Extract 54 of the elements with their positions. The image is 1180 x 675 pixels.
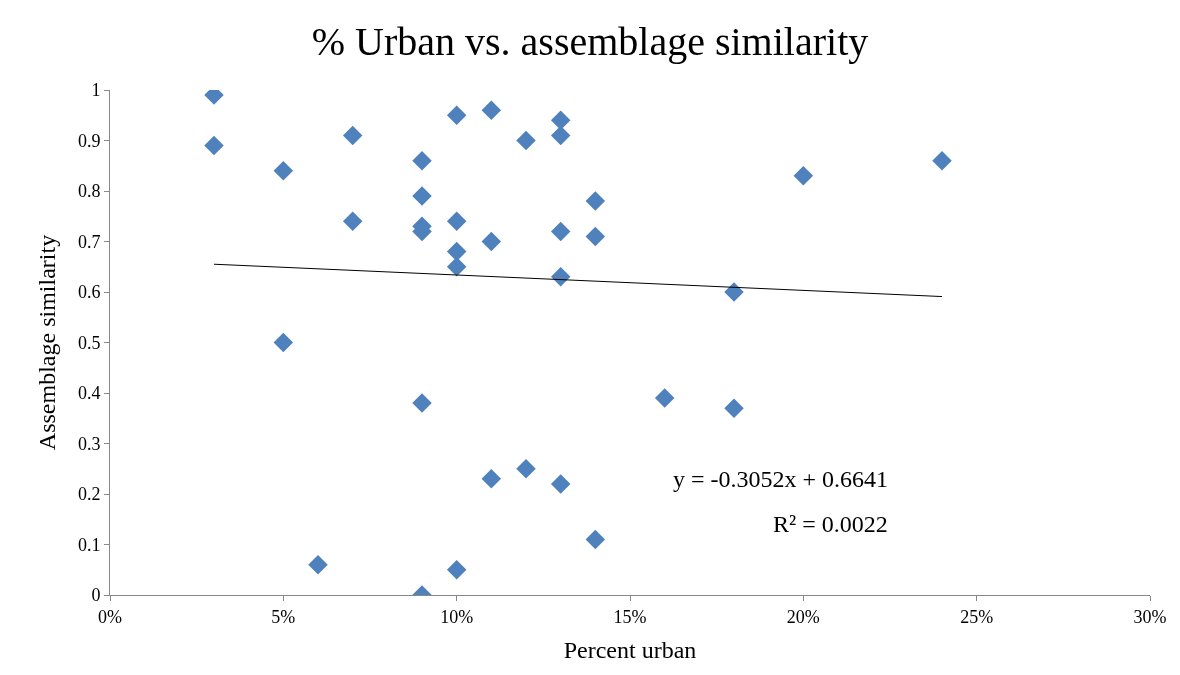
point: [550, 110, 571, 131]
point: [308, 554, 328, 575]
y-tick-label: 0.4: [77, 383, 101, 404]
point: [446, 257, 467, 277]
point: [550, 474, 571, 494]
point: [516, 130, 536, 151]
point: [481, 100, 502, 120]
point: [446, 211, 467, 232]
point: [585, 529, 606, 550]
point: [481, 231, 502, 252]
y-tick-label: 0.1: [77, 534, 101, 555]
point: [481, 469, 502, 489]
point: [273, 332, 294, 353]
point: [342, 211, 363, 232]
y-tick-label: 0.6: [77, 282, 101, 303]
point: [550, 221, 571, 242]
x-tick-label: 15%: [613, 606, 647, 627]
point: [273, 161, 294, 181]
annotation: R² = 0.0022: [773, 511, 888, 537]
y-tick-label: 0: [91, 585, 101, 606]
chart-title: % Urban vs. assemblage similarity: [311, 19, 869, 64]
x-tick-label: 20%: [786, 606, 820, 627]
y-tick-label: 0.7: [77, 231, 101, 252]
point: [654, 388, 675, 408]
point: [585, 191, 606, 211]
point: [516, 459, 536, 479]
x-tick-label: 0%: [98, 606, 122, 627]
point: [446, 241, 467, 262]
point: [793, 166, 814, 186]
x-tick-label: 10%: [440, 606, 474, 627]
x-tick-label: 25%: [960, 606, 994, 627]
y-tick-label: 1: [91, 80, 101, 101]
point: [412, 150, 432, 171]
point: [550, 267, 571, 287]
point: [412, 186, 432, 206]
x-tick-label: 5%: [271, 606, 296, 627]
point: [342, 125, 363, 146]
x-tick-label: 30%: [1133, 606, 1167, 627]
point: [446, 105, 467, 125]
point: [550, 125, 571, 146]
point: [446, 560, 467, 580]
point: [932, 150, 952, 171]
y-axis-title: Assemblage similarity: [34, 234, 60, 451]
annotation: y = -0.3052x + 0.6641: [673, 466, 889, 492]
x-axis-title: Percent urban: [563, 636, 697, 663]
point: [412, 393, 432, 413]
point: [585, 226, 606, 247]
y-tick-label: 0.3: [77, 433, 101, 454]
point: [724, 398, 744, 418]
y-tick-label: 0.5: [77, 332, 101, 353]
y-tick-label: 0.9: [77, 130, 101, 151]
y-tick-label: 0.2: [77, 484, 101, 505]
point: [204, 135, 224, 156]
y-tick-label: 0.8: [77, 181, 101, 202]
